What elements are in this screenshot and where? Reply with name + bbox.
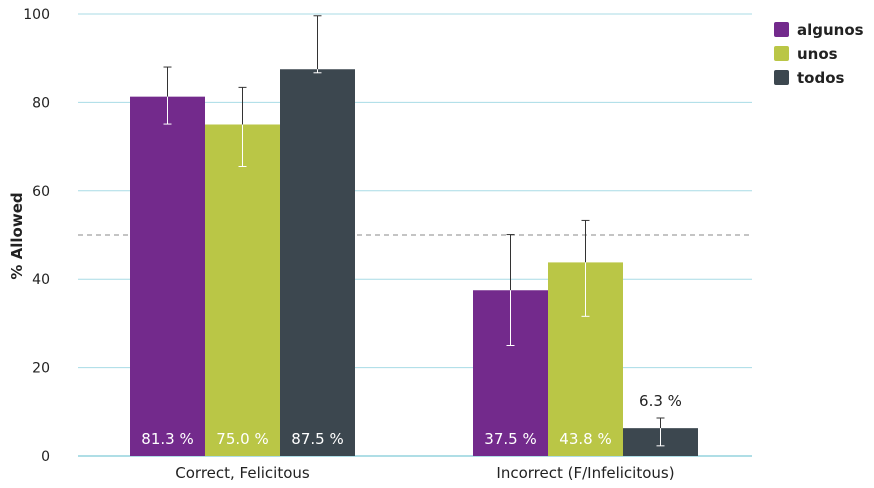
error-bar-algunos-0 [163, 66, 172, 125]
y-tick-label: 100 [23, 7, 50, 23]
data-label-algunos-0: 81.3 % [141, 430, 193, 448]
legend-swatch-todos [774, 70, 789, 85]
data-label-todos-1: 6.3 % [639, 392, 682, 410]
error-bar-unos-1 [581, 219, 590, 317]
data-label-algunos-1: 37.5 % [484, 430, 536, 448]
legend: algunos unos todos [774, 21, 864, 87]
y-tick-label: 40 [32, 272, 50, 288]
y-axis-label: % Allowed [8, 192, 26, 279]
legend-swatch-unos [774, 46, 789, 61]
legend-label-algunos: algunos [797, 21, 864, 39]
y-tick-label: 80 [32, 95, 50, 111]
y-tick-label: 0 [41, 449, 50, 465]
y-tick-label: 20 [32, 361, 50, 377]
x-category-label: Incorrect (F/Infelicitous) [496, 464, 674, 482]
error-bar-todos-0 [313, 15, 322, 74]
x-axis-categories: Correct, Felicitous Incorrect (F/Infelici… [175, 464, 674, 482]
y-tick-label: 60 [32, 184, 50, 200]
bar-algunos-0 [130, 96, 205, 457]
bars [130, 69, 698, 457]
error-bars [163, 15, 665, 447]
bar-todos-0 [280, 69, 355, 456]
x-category-label: Correct, Felicitous [175, 464, 310, 482]
legend-label-todos: todos [797, 69, 845, 87]
data-label-todos-0: 87.5 % [291, 430, 343, 448]
error-bar-todos-1 [656, 417, 665, 447]
legend-swatch-algunos [774, 22, 789, 37]
error-bar-unos-0 [238, 86, 247, 167]
data-label-unos-0: 75.0 % [216, 430, 268, 448]
data-label-unos-1: 43.8 % [559, 430, 611, 448]
data-labels: 81.3 % 75.0 % 87.5 % 37.5 % 43.8 % 6.3 % [141, 392, 682, 448]
error-bar-algunos-1 [506, 234, 515, 346]
y-axis-ticks: 0 20 40 60 80 100 [23, 7, 50, 465]
legend-label-unos: unos [797, 45, 838, 63]
bar-unos-0 [205, 124, 280, 456]
